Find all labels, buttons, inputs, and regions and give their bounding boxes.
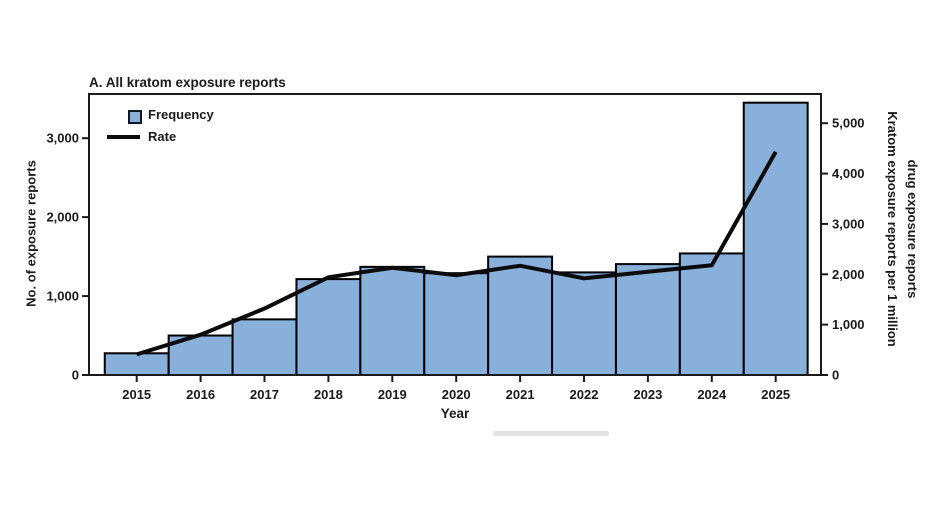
frequency-bar-2017 — [231, 318, 298, 377]
x-axis-title: Year — [440, 406, 470, 421]
frequency-bar-2021 — [487, 255, 554, 377]
frequency-bar-2024 — [678, 252, 745, 376]
frequency-bar-2023 — [614, 263, 681, 377]
right-axis-tick-label: 5,000 — [832, 116, 865, 131]
rate-line-icon — [107, 135, 140, 139]
x-axis-tick-label: 2017 — [250, 387, 279, 402]
right-axis-tick-label: 2,000 — [832, 267, 865, 282]
frequency-bar-2019 — [359, 265, 426, 377]
x-axis-tick-label: 2019 — [378, 387, 407, 402]
right-axis-title-line1: Kratom exposure reports per 1 million — [885, 111, 900, 347]
legend-label-frequency: Frequency — [148, 107, 214, 122]
x-axis-tick-label: 2021 — [506, 387, 535, 402]
right-axis-title-line2: drug exposure reports — [905, 159, 920, 299]
x-axis-tick-label: 2023 — [633, 387, 662, 402]
x-axis-tick-label: 2025 — [761, 387, 790, 402]
frequency-bar-2020 — [423, 272, 490, 377]
right-axis-tick-label: 0 — [832, 368, 839, 383]
x-axis-tick-label: 2020 — [442, 387, 471, 402]
x-axis-tick-label: 2016 — [186, 387, 215, 402]
right-axis-tick-label: 4,000 — [832, 166, 865, 181]
x-axis-tick-label: 2022 — [570, 387, 599, 402]
legend-label-rate: Rate — [148, 129, 177, 144]
right-axis-title: drug exposure reports Kratom exposure re… — [882, 69, 922, 389]
right-axis-tick-label: 3,000 — [832, 216, 865, 231]
chart-title: A. All kratom exposure reports — [89, 75, 286, 90]
plot-frame — [88, 93, 822, 376]
frequency-bar-2018 — [295, 278, 362, 377]
x-axis-tick-label: 2018 — [314, 387, 343, 402]
right-axis-tick-label: 1,000 — [832, 317, 865, 332]
left-axis-tick-label: 1,000 — [46, 289, 79, 304]
x-axis-tick-label: 2024 — [697, 387, 727, 402]
frequency-bar-2015 — [103, 352, 170, 377]
rate-line — [136, 150, 778, 357]
cropped-text-artifact — [493, 431, 609, 436]
frequency-swatch-icon — [128, 110, 142, 124]
left-axis-tick-label: 2,000 — [46, 210, 79, 225]
left-axis-title: No. of exposure reports — [23, 160, 39, 307]
x-axis-tick-label: 2015 — [122, 387, 151, 402]
frequency-bar-2022 — [551, 271, 617, 376]
left-axis-tick-label: 3,000 — [46, 131, 79, 146]
left-axis-tick-label: 0 — [72, 368, 79, 383]
frequency-bar-2025 — [742, 101, 809, 376]
